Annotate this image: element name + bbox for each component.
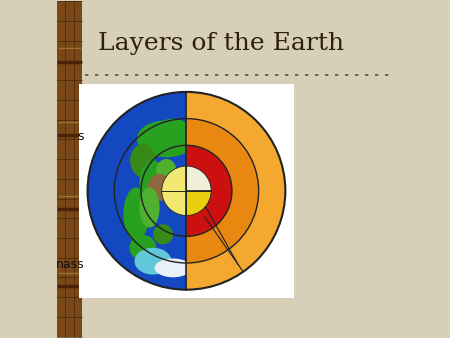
Circle shape (88, 92, 285, 290)
Polygon shape (140, 188, 160, 228)
Circle shape (162, 166, 211, 216)
Polygon shape (135, 248, 171, 274)
Polygon shape (148, 174, 171, 201)
Polygon shape (130, 235, 156, 261)
Polygon shape (156, 260, 183, 276)
Wedge shape (162, 166, 186, 216)
FancyBboxPatch shape (58, 1, 81, 337)
Text: nass: nass (56, 259, 84, 271)
Polygon shape (137, 120, 186, 157)
Polygon shape (156, 159, 176, 183)
Wedge shape (186, 166, 211, 191)
Polygon shape (123, 188, 149, 241)
Polygon shape (155, 259, 186, 277)
Polygon shape (130, 144, 156, 177)
Text: s: s (78, 130, 84, 143)
Wedge shape (186, 145, 232, 236)
Circle shape (141, 145, 232, 236)
Circle shape (114, 119, 259, 263)
Polygon shape (153, 224, 173, 244)
Wedge shape (186, 92, 285, 290)
Polygon shape (140, 161, 166, 201)
Polygon shape (158, 119, 186, 136)
Wedge shape (88, 92, 186, 290)
Wedge shape (186, 119, 259, 263)
Text: Layers of the Earth: Layers of the Earth (98, 31, 344, 54)
FancyBboxPatch shape (79, 83, 294, 298)
Wedge shape (186, 191, 211, 216)
